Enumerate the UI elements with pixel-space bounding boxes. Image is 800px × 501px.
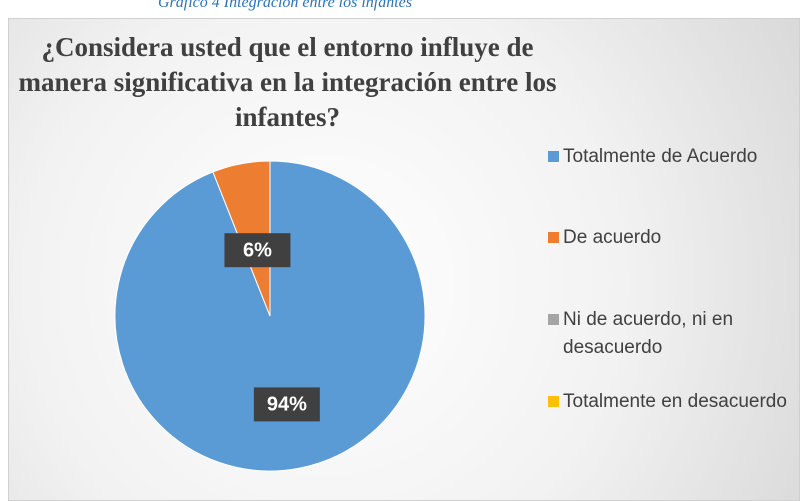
legend-label: Ni de acuerdo, ni en desacuerdo bbox=[563, 309, 734, 358]
legend-swatch bbox=[548, 151, 559, 162]
legend-label: De acuerdo bbox=[563, 227, 662, 248]
data-label-group: 6% bbox=[224, 233, 291, 268]
caption: Gráfico 4 Integración entre los infantes bbox=[157, 0, 413, 11]
data-label-box bbox=[253, 387, 320, 422]
data-label: 6% bbox=[243, 239, 272, 261]
legend-swatch bbox=[548, 314, 559, 325]
data-label: 94% bbox=[267, 394, 307, 416]
data-label-box bbox=[224, 233, 291, 268]
legend-swatch bbox=[548, 396, 559, 407]
data-label-group: 94% bbox=[253, 387, 320, 422]
legend-swatch bbox=[548, 232, 559, 243]
legend-label: Totalmente de Acuerdo bbox=[563, 146, 758, 167]
legend-item: Ni de acuerdo, ni en desacuerdo bbox=[548, 306, 798, 362]
legend-item: Totalmente de Acuerdo bbox=[548, 143, 798, 171]
legend-item: De acuerdo bbox=[548, 224, 798, 252]
chart-title: ¿Considera usted que el entorno influye … bbox=[18, 32, 557, 132]
legend-label: Totalmente en desacuerdo bbox=[563, 391, 787, 412]
legend-item: Totalmente en desacuerdo bbox=[548, 388, 798, 416]
